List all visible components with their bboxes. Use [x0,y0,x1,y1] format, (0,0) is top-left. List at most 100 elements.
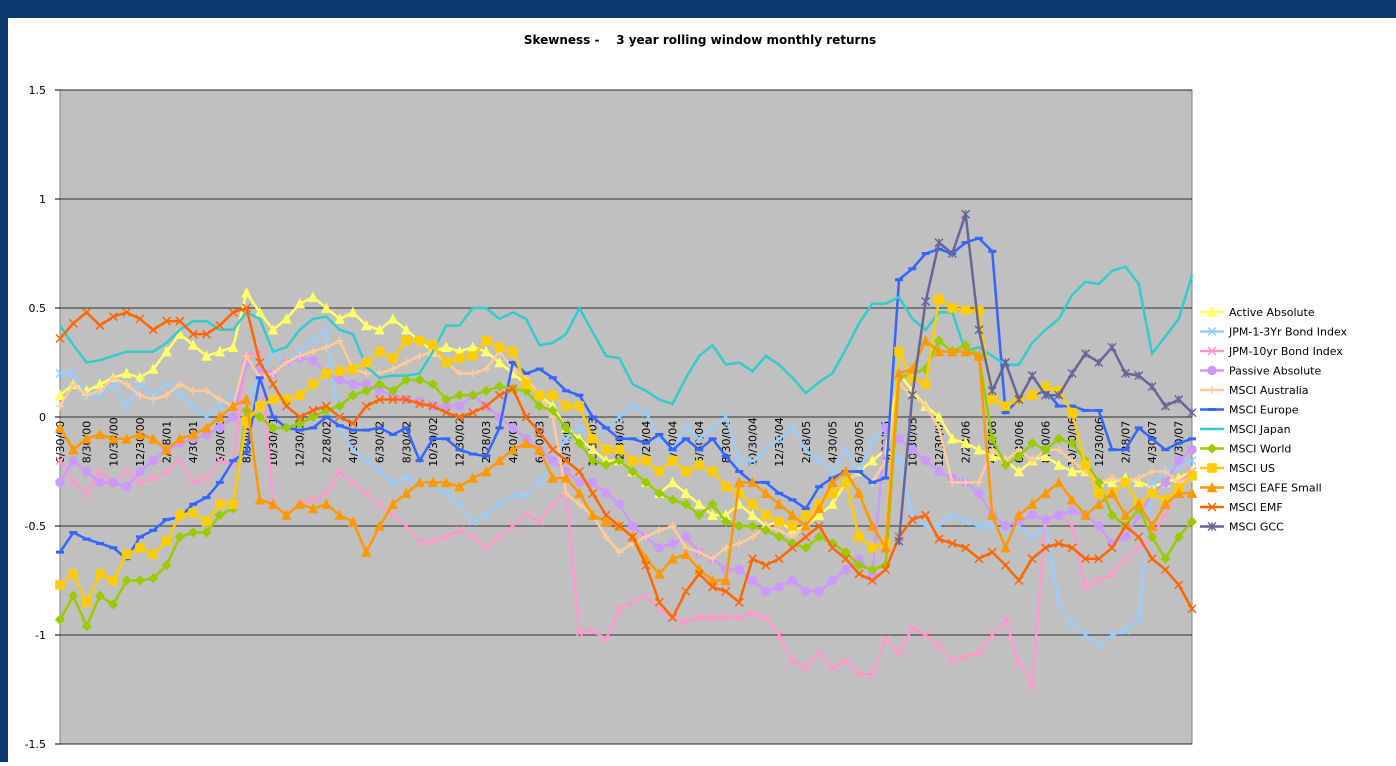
data-point [335,336,344,345]
x-tick-label: 2/28/02 [320,421,333,463]
data-point [721,412,731,422]
data-point [840,465,851,477]
data-point [761,586,771,597]
data-point [1054,445,1063,454]
data-point [801,445,811,455]
data-point [747,575,758,586]
data-point [920,455,931,466]
data-point [82,488,92,498]
data-point [215,320,225,330]
data-point [827,663,837,673]
data-point [1054,510,1064,520]
data-point [840,477,851,488]
data-point [427,476,439,488]
data-point [708,582,718,592]
data-point [268,394,278,405]
data-point [960,305,971,315]
legend-label: MSCI US [1229,462,1275,475]
x-tick-label: 10/30/02 [427,417,440,466]
data-point [894,434,904,444]
data-point [801,510,811,520]
data-point [428,536,438,546]
data-point [747,554,758,564]
legend-marker [1207,326,1217,337]
data-point [947,510,957,520]
data-point [1027,554,1037,564]
data-point [481,385,492,396]
data-point [1134,474,1143,483]
data-point [587,444,598,455]
data-point [361,357,372,368]
data-point [761,445,771,455]
data-point [1027,510,1037,520]
data-point [122,380,131,389]
data-point [348,379,358,390]
data-point [55,368,65,378]
data-point [601,634,611,644]
data-point [1133,498,1144,509]
data-point [454,353,465,363]
data-point [881,565,891,575]
data-point [1000,401,1011,411]
data-point [375,499,385,509]
data-point [1160,498,1171,509]
data-point [721,482,731,492]
legend-label: MSCI Europe [1229,404,1299,417]
data-point [480,465,492,477]
data-point [987,433,998,444]
data-point [588,488,598,498]
data-point [428,340,438,350]
data-point [494,390,505,400]
data-point [428,401,438,411]
data-point [574,628,584,638]
data-point [54,614,66,625]
data-point [694,460,704,470]
data-point [1186,516,1198,527]
data-point [347,515,359,527]
data-point [187,428,199,440]
series-line [58,236,1193,561]
data-point [734,597,744,607]
data-point [1107,543,1117,553]
x-tick-label: 12/30/02 [454,417,467,466]
data-point [1134,532,1144,542]
data-point [561,456,571,466]
data-point [1054,390,1064,400]
legend-marker [1206,306,1218,317]
data-point [1001,560,1011,570]
x-tick-label: 12/30/05 [933,417,946,466]
data-point [1000,542,1011,553]
data-point [268,379,278,389]
data-point [294,498,305,509]
data-point [1094,488,1104,499]
data-point [387,385,399,396]
data-point [334,313,345,324]
data-point [361,401,371,411]
data-point [121,367,132,379]
data-point [334,401,345,412]
data-point [920,379,931,390]
data-point [894,536,904,546]
data-point [894,647,904,657]
data-point [374,346,385,357]
data-point [907,514,917,524]
data-point [1053,476,1065,488]
data-point [787,521,798,531]
data-point [628,401,638,411]
data-point [388,395,398,405]
data-point [348,364,358,374]
data-point [401,395,411,405]
data-point [747,476,758,488]
data-point [587,455,598,466]
data-point [255,401,265,411]
data-point [947,303,958,313]
data-point [1174,580,1184,590]
data-point [361,488,371,498]
data-point [1014,395,1024,405]
data-point [134,428,146,440]
data-point [427,379,438,390]
data-point [707,466,718,477]
data-point [574,438,585,449]
data-point [867,434,877,444]
data-point [54,389,66,400]
